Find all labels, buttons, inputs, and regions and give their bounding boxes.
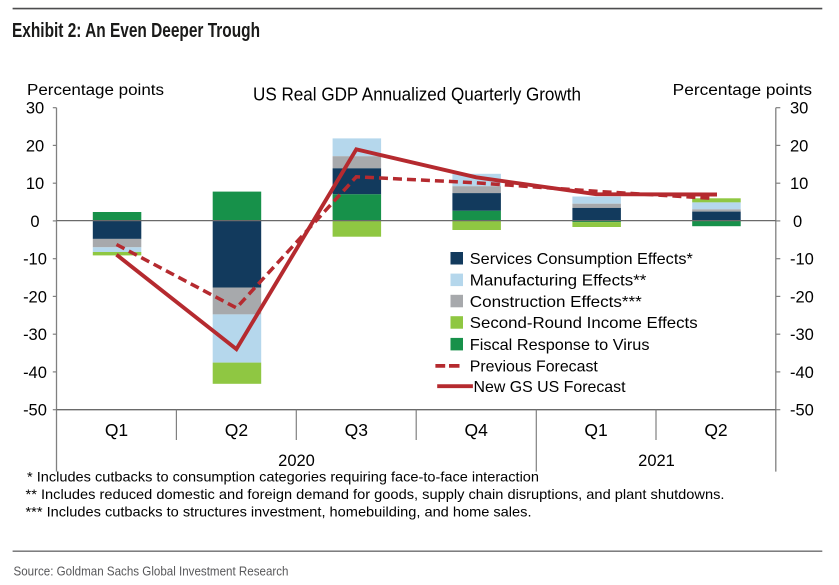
svg-text:*** Includes cutbacks to struc: *** Includes cutbacks to structures inve… xyxy=(26,504,532,519)
svg-text:20: 20 xyxy=(790,137,808,155)
svg-text:-20: -20 xyxy=(790,288,814,306)
svg-text:Q3: Q3 xyxy=(345,420,368,440)
svg-text:Fiscal Response to Virus: Fiscal Response to Virus xyxy=(470,337,650,354)
svg-text:Source: Goldman Sachs Global I: Source: Goldman Sachs Global Investment … xyxy=(14,565,289,579)
svg-text:-10: -10 xyxy=(23,251,47,269)
svg-text:Q2: Q2 xyxy=(704,420,727,440)
svg-text:New GS US Forecast: New GS US Forecast xyxy=(474,379,627,396)
svg-text:* Includes cutbacks to consump: * Includes cutbacks to consumption categ… xyxy=(27,470,539,485)
svg-text:Q1: Q1 xyxy=(105,420,128,440)
svg-text:2021: 2021 xyxy=(638,452,675,470)
svg-text:-10: -10 xyxy=(790,251,814,269)
svg-text:30: 30 xyxy=(790,100,808,118)
svg-text:30: 30 xyxy=(26,100,44,118)
svg-text:-50: -50 xyxy=(790,402,814,420)
svg-text:Manufacturing Effects**: Manufacturing Effects** xyxy=(470,273,647,290)
svg-text:0: 0 xyxy=(793,213,802,231)
svg-text:Q4: Q4 xyxy=(465,420,489,440)
svg-text:US Real GDP Annualized Quarter: US Real GDP Annualized Quarterly Growth xyxy=(253,85,581,105)
svg-text:-40: -40 xyxy=(23,364,47,382)
svg-text:Percentage points: Percentage points xyxy=(27,82,164,99)
svg-text:Q2: Q2 xyxy=(225,420,248,440)
svg-text:Q1: Q1 xyxy=(584,420,607,440)
svg-text:-20: -20 xyxy=(23,288,47,306)
svg-text:20: 20 xyxy=(26,137,44,155)
svg-text:Previous Forecast: Previous Forecast xyxy=(470,359,599,376)
svg-text:-40: -40 xyxy=(790,364,814,382)
svg-text:-50: -50 xyxy=(23,402,47,420)
svg-text:-30: -30 xyxy=(790,326,814,344)
svg-text:Services Consumption Effects*: Services Consumption Effects* xyxy=(470,251,693,268)
svg-text:10: 10 xyxy=(26,175,44,193)
svg-text:-30: -30 xyxy=(23,326,47,344)
svg-text:10: 10 xyxy=(790,175,808,193)
svg-text:Second-Round Income Effects: Second-Round Income Effects xyxy=(470,315,698,332)
svg-text:0: 0 xyxy=(30,213,39,231)
svg-text:2020: 2020 xyxy=(278,452,315,470)
svg-text:Construction Effects***: Construction Effects*** xyxy=(470,294,642,311)
svg-text:Percentage points: Percentage points xyxy=(673,82,813,99)
svg-text:** Includes reduced domestic a: ** Includes reduced domestic and foreign… xyxy=(26,487,725,502)
svg-text:Exhibit 2: An Even Deeper Trou: Exhibit 2: An Even Deeper Trough xyxy=(12,20,260,42)
